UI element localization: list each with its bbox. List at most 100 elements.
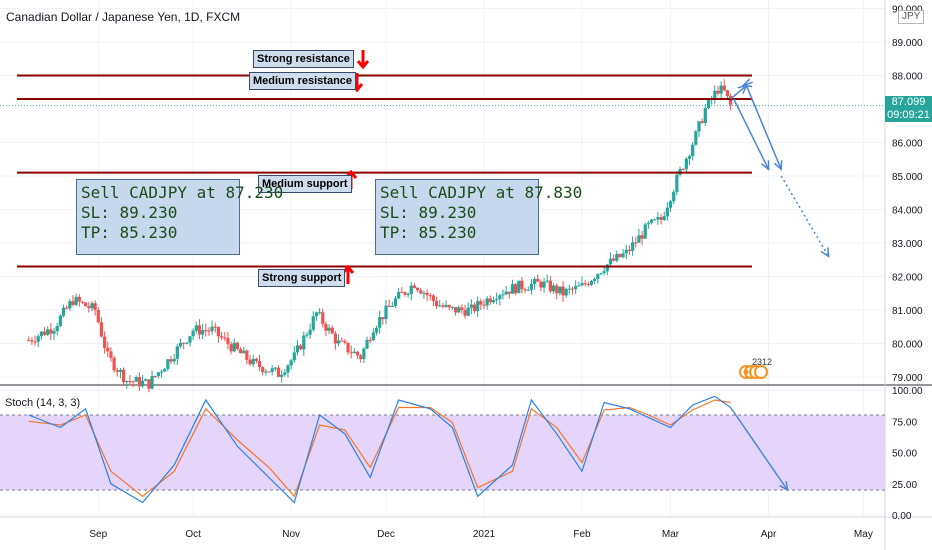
candle-body <box>305 334 309 336</box>
candle-body <box>52 331 56 334</box>
candle <box>330 325 334 335</box>
candle-body <box>204 330 208 332</box>
label-medium-resistance[interactable]: Medium resistance <box>249 72 357 90</box>
candle <box>71 295 75 307</box>
candle-body <box>719 85 723 94</box>
candle-body <box>270 368 274 372</box>
candle <box>267 371 271 373</box>
candle-body <box>618 253 622 258</box>
candle <box>264 368 268 376</box>
candle <box>548 276 552 294</box>
candle-body <box>327 327 331 331</box>
candle <box>434 296 439 310</box>
price-tick-label: 84.000 <box>892 206 923 217</box>
candle-body <box>555 285 559 294</box>
candle-body <box>314 312 319 317</box>
currency-unit-button[interactable]: JPY <box>898 10 925 24</box>
candle-body <box>479 301 483 305</box>
candle <box>504 285 508 296</box>
candle <box>450 306 454 310</box>
label-strong-resistance[interactable]: Strong resistance <box>253 50 354 68</box>
candle <box>219 331 224 341</box>
candle <box>390 301 394 308</box>
candle <box>213 322 217 333</box>
price-tick-label: 85.000 <box>892 172 923 183</box>
candle-body <box>438 305 442 307</box>
candle <box>643 222 647 240</box>
candle <box>254 357 258 364</box>
candles <box>27 79 733 393</box>
candle <box>542 277 546 293</box>
candle <box>333 331 338 350</box>
candle <box>201 324 205 340</box>
candle <box>630 236 635 256</box>
candle <box>49 323 53 341</box>
stoch-band <box>0 415 885 490</box>
candle <box>30 337 34 345</box>
candle-body <box>340 340 344 342</box>
candle-body <box>77 296 81 302</box>
candle <box>520 276 524 294</box>
candle-body <box>716 90 720 94</box>
candle-body <box>185 342 189 344</box>
label-medium-support[interactable]: Medium support <box>258 175 352 193</box>
time-tick-label: Apr <box>761 529 777 540</box>
candle-body <box>257 360 262 368</box>
candle <box>207 327 211 336</box>
candle-body <box>68 301 72 309</box>
candle-body <box>112 357 116 371</box>
candle-body <box>191 330 195 337</box>
candle <box>163 367 167 372</box>
trade-note-1[interactable]: Sell CADJPY at 87.230 SL: 89.230 TP: 85.… <box>76 179 283 255</box>
candle <box>608 252 613 268</box>
candle-body <box>318 312 322 314</box>
candle-body <box>201 330 205 335</box>
projection-down-1 <box>733 98 770 171</box>
candle-body <box>292 352 296 361</box>
events-badge-count: 2312 <box>752 357 773 367</box>
candle <box>87 301 91 313</box>
candle-body <box>387 305 391 307</box>
stoch-legend[interactable]: Stoch (14, 3, 3) <box>5 397 81 409</box>
candle <box>469 299 473 314</box>
candle <box>286 363 290 378</box>
candle <box>653 218 657 221</box>
candle-body <box>374 327 379 333</box>
candle <box>656 211 660 225</box>
candle <box>52 328 56 341</box>
candle <box>378 310 382 334</box>
stoch-k-line <box>28 395 731 504</box>
candle-body <box>713 90 717 99</box>
candle <box>128 375 132 386</box>
candle <box>172 353 176 365</box>
candle <box>318 308 322 315</box>
candle-body <box>194 325 198 331</box>
stoch-tick-label: 75.00 <box>892 417 917 428</box>
candle-body <box>425 292 429 296</box>
candle <box>188 336 192 347</box>
candle-body <box>434 300 439 307</box>
projection-head <box>760 160 770 171</box>
candle <box>476 296 480 317</box>
candle <box>684 156 688 174</box>
candle-body <box>722 85 726 91</box>
events-badge[interactable]: 2312 <box>738 357 774 383</box>
candle <box>691 142 695 161</box>
candle-body <box>33 341 37 343</box>
candle-body <box>90 303 94 309</box>
candle-body <box>115 370 119 372</box>
candle <box>302 331 306 356</box>
label-strong-support[interactable]: Strong support <box>258 269 346 287</box>
candle-body <box>223 337 227 339</box>
time-tick-label: Feb <box>573 529 591 540</box>
candle-body <box>476 301 480 312</box>
candle-body <box>684 158 688 170</box>
candle <box>235 341 239 351</box>
trade-note-2-sl: SL: 89.230 <box>380 203 477 222</box>
candle <box>551 283 556 294</box>
candle <box>58 313 62 328</box>
candle <box>694 129 698 146</box>
candle-body <box>397 291 401 299</box>
trade-note-2[interactable]: Sell CADJPY at 87.830 SL: 89.230 TP: 85.… <box>375 179 582 255</box>
